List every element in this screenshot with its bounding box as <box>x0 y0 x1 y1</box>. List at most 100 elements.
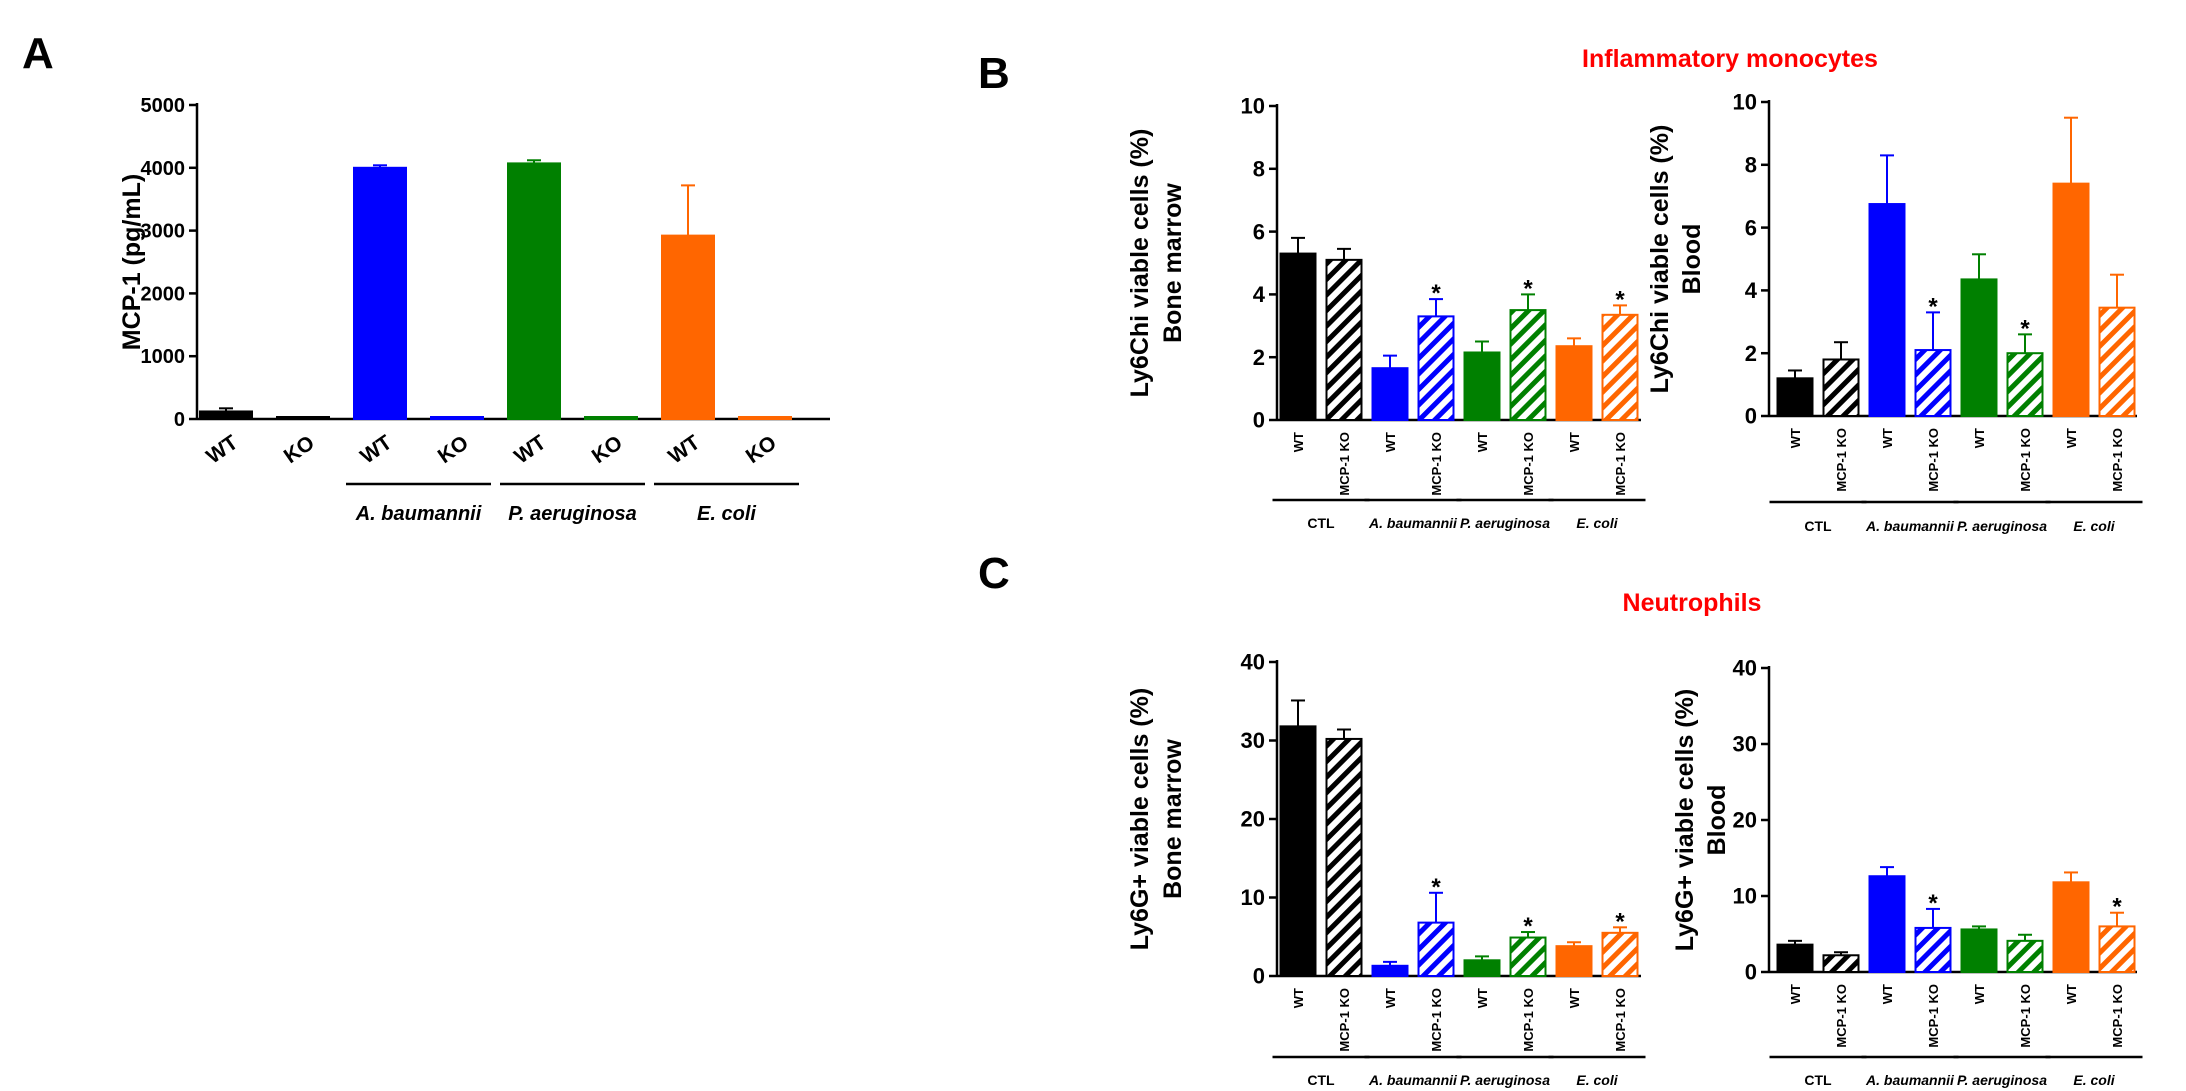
y-tick-label: 0 <box>174 409 185 431</box>
x-tick-label: MCP-1 KO <box>1926 984 1941 1048</box>
section-title-neutrophils: Neutrophils <box>1623 589 1762 617</box>
bar <box>1371 367 1409 422</box>
bar <box>199 410 253 420</box>
bar <box>276 416 330 420</box>
x-tick-label: WT <box>2064 428 2079 448</box>
x-tick-label: WT <box>664 431 704 469</box>
y-tick-label: 10 <box>1733 884 1757 909</box>
y-axis-label: Ly6Chi viable cells (%) <box>1646 125 1674 394</box>
group-label: CTL <box>1804 1072 1832 1088</box>
y-tick-label: 3000 <box>141 221 186 243</box>
x-tick-label: MCP-1 KO <box>1429 432 1444 496</box>
group-label: P. aeruginosa <box>1460 1072 1550 1088</box>
x-tick-label: WT <box>510 431 550 469</box>
y-tick-label: 2000 <box>141 283 186 305</box>
significance-star: * <box>1523 275 1533 302</box>
group-label: E. coli <box>2073 518 2115 534</box>
bar <box>1601 313 1639 421</box>
y-axis-sublabel: Blood <box>1703 785 1731 856</box>
group-label: A. baumannii <box>355 503 482 525</box>
y-tick-label: 6 <box>1745 215 1757 240</box>
chart-ly6chi-blood: 0 2 4 6 8 10 Ly6Chi viable cells (%) Blood WT MCP… <box>1646 90 2143 534</box>
significance-star: * <box>1431 874 1441 901</box>
y-tick-label: 20 <box>1241 807 1265 832</box>
y-axis-label: Ly6G+ viable cells (%) <box>1126 688 1154 950</box>
bar <box>507 162 561 420</box>
significance-star: * <box>1615 286 1625 313</box>
chart-mcp1: 0 1000 2000 3000 4000 5000 MCP-1 (pg/mL) WT KO WT… <box>118 95 830 525</box>
group-label: CTL <box>1307 515 1335 531</box>
x-tick-label: WT <box>1383 432 1398 452</box>
bar <box>1279 252 1317 421</box>
bar <box>1555 345 1593 421</box>
group-label: P. aeruginosa <box>1957 1072 2047 1088</box>
bar <box>1776 377 1814 418</box>
significance-star: * <box>1523 913 1533 940</box>
significance-star: * <box>2112 894 2122 921</box>
x-tick-label: MCP-1 KO <box>1613 432 1628 496</box>
y-axis-label: Ly6G+ viable cells (%) <box>1671 689 1699 951</box>
bar <box>1776 943 1814 974</box>
y-axis-sublabel: Bone marrow <box>1159 739 1187 899</box>
x-tick-label: WT <box>1880 984 1895 1004</box>
bar <box>2052 182 2090 417</box>
x-tick-label: WT <box>1788 428 1803 448</box>
x-tick-label: KO <box>588 431 627 468</box>
y-tick-label: 0 <box>1745 960 1757 985</box>
group-label: P. aeruginosa <box>508 503 637 525</box>
x-tick-label: MCP-1 KO <box>1834 428 1849 492</box>
y-tick-label: 10 <box>1733 90 1757 115</box>
x-tick-label: WT <box>1880 428 1895 448</box>
y-tick-label: 2 <box>1253 345 1265 370</box>
x-tick-label: MCP-1 KO <box>1834 984 1849 1048</box>
group-label: A. baumannii <box>1865 518 1955 534</box>
group-label: P. aeruginosa <box>1460 515 1550 531</box>
y-tick-label: 1000 <box>141 346 186 368</box>
y-tick-label: 0 <box>1253 408 1265 433</box>
significance-star: * <box>1928 293 1938 320</box>
y-axis-sublabel: Bone marrow <box>1159 183 1187 343</box>
x-tick-label: WT <box>202 431 242 469</box>
chart-ly6g-bone-marrow: 0 10 20 30 40 Ly6G+ viable cells (%) Bone marr… <box>1126 650 1646 1088</box>
y-tick-label: 0 <box>1253 964 1265 989</box>
bar <box>584 416 638 420</box>
bar <box>2098 925 2136 974</box>
x-tick-label: MCP-1 KO <box>2110 428 2125 492</box>
bar <box>1868 203 1906 417</box>
y-tick-label: 6 <box>1253 219 1265 244</box>
y-tick-label: 40 <box>1241 650 1265 675</box>
bar <box>1868 875 1906 973</box>
x-tick-label: MCP-1 KO <box>2018 984 2033 1048</box>
group-label: A. baumannii <box>1368 1072 1458 1088</box>
x-tick-label: KO <box>280 431 319 468</box>
bar <box>661 234 715 420</box>
y-tick-label: 30 <box>1733 732 1757 757</box>
bar <box>2052 881 2090 974</box>
x-tick-label: WT <box>1291 432 1306 452</box>
group-label: E. coli <box>2073 1072 2115 1088</box>
y-axis-sublabel: Blood <box>1678 224 1706 295</box>
y-axis-label: MCP-1 (pg/mL) <box>118 174 146 350</box>
group-label: CTL <box>1307 1072 1335 1088</box>
bar <box>1417 315 1455 422</box>
y-tick-label: 10 <box>1241 885 1265 910</box>
bar <box>1371 964 1409 977</box>
x-tick-label: WT <box>356 431 396 469</box>
bar <box>1914 349 1952 417</box>
bar <box>1822 954 1860 974</box>
bar <box>1509 936 1547 977</box>
x-tick-label: KO <box>742 431 781 468</box>
bar <box>1555 945 1593 977</box>
bar <box>353 166 407 420</box>
bar <box>2098 306 2136 418</box>
x-tick-label: WT <box>1788 984 1803 1004</box>
x-tick-label: WT <box>1475 432 1490 452</box>
group-label: A. baumannii <box>1865 1072 1955 1088</box>
bar <box>1325 258 1363 421</box>
y-tick-label: 0 <box>1745 404 1757 429</box>
x-tick-label: WT <box>1972 428 1987 448</box>
bar <box>1960 278 1998 417</box>
y-tick-label: 4 <box>1745 278 1758 303</box>
bar <box>2006 939 2044 974</box>
